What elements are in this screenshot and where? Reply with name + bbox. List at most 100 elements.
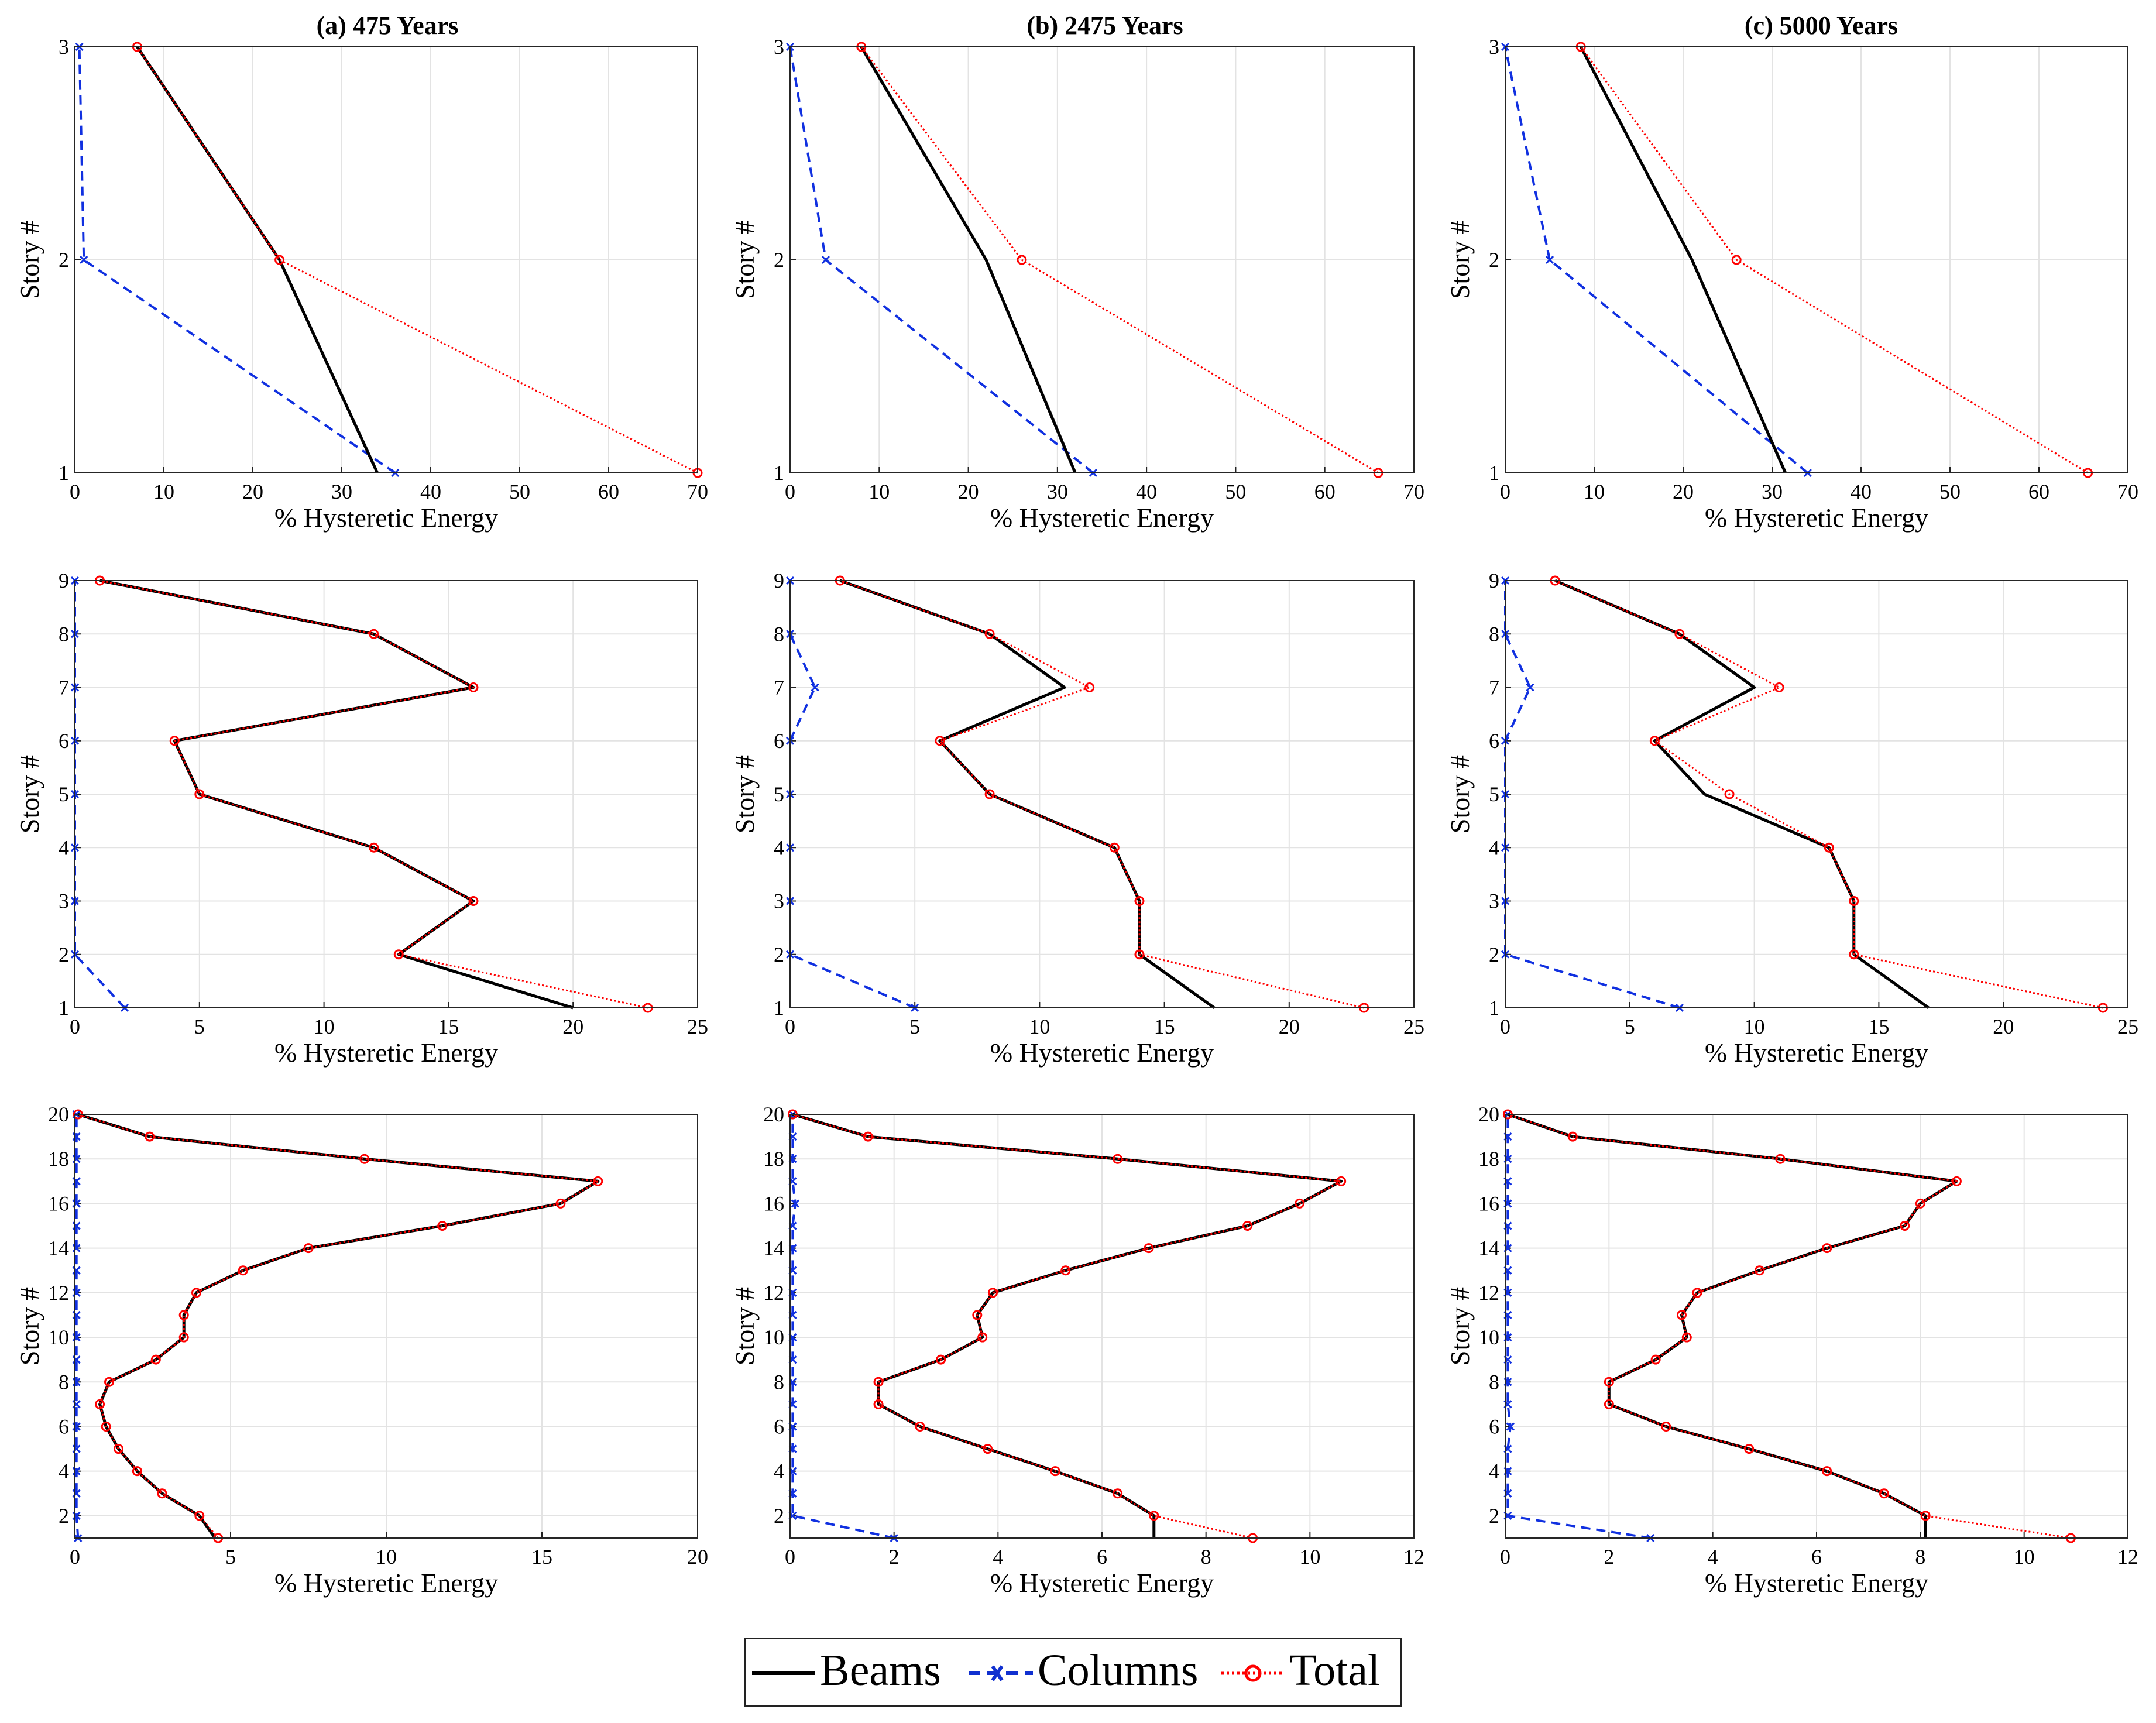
legend-label-total: Total — [1289, 1646, 1380, 1695]
series-total-point — [178, 1332, 189, 1343]
series-total-point — [1676, 1310, 1687, 1320]
y-tick-label: 9 — [59, 569, 69, 592]
series-total-point — [194, 789, 205, 799]
series-beams-line — [99, 579, 574, 1010]
series-total-point — [1134, 949, 1145, 960]
y-tick-label: 7 — [59, 676, 69, 699]
x-tick-label: 12 — [1403, 1545, 1424, 1568]
x-tick-label: 0 — [1500, 480, 1510, 503]
y-tick-label: 8 — [774, 1370, 784, 1393]
panel-6: 0 5 10 15 20 25 1 2 3 4 5 6 7 8 9 % Hysteretic Energy St… — [1445, 569, 2138, 1068]
y-axis-label: Story # — [15, 755, 44, 833]
y-tick-label: 4 — [1489, 1460, 1499, 1483]
series-total-point — [555, 1198, 566, 1209]
y-tick-label: 5 — [1489, 782, 1499, 806]
series-columns-line — [75, 1114, 80, 1539]
series-total-point — [132, 1466, 142, 1477]
series-total-point — [1242, 1221, 1253, 1231]
column-title-b: (b) 2475 Years — [1026, 11, 1183, 40]
column-title-a: (a) 475 Years — [317, 11, 459, 40]
series-total-point — [369, 842, 379, 853]
series-columns-point — [72, 1221, 81, 1230]
series-total-line — [860, 46, 1379, 474]
series-total-point — [593, 1176, 603, 1186]
x-tick-label: 0 — [70, 1015, 80, 1038]
series-total-point — [1649, 736, 1660, 746]
series-columns-point — [72, 1355, 81, 1364]
y-tick-label: 1 — [1489, 461, 1499, 485]
x-tick-label: 10 — [314, 1015, 335, 1038]
x-axis-label: % Hysteretic Energy — [990, 503, 1214, 533]
series-total-point — [1915, 1198, 1925, 1209]
series-columns-point — [1526, 683, 1534, 692]
series-total-point — [1681, 1332, 1692, 1343]
x-tick-label: 5 — [1625, 1015, 1635, 1038]
y-tick-label: 5 — [774, 782, 784, 806]
series-total-point — [1849, 896, 1859, 906]
series-columns-point — [1506, 1422, 1515, 1431]
y-tick-label: 6 — [1489, 1415, 1499, 1438]
x-tick-label: 0 — [70, 480, 80, 503]
y-tick-label: 3 — [1489, 35, 1499, 59]
axes-box — [74, 46, 698, 473]
x-tick-label: 10 — [1029, 1015, 1050, 1038]
x-axis-label: % Hysteretic Energy — [990, 1038, 1214, 1068]
series-total-point — [1567, 1131, 1578, 1142]
series-total-point — [437, 1221, 448, 1231]
series-columns-point — [72, 1244, 81, 1252]
series-total-point — [150, 1354, 161, 1365]
x-tick-label: 20 — [687, 1545, 708, 1568]
x-tick-label: 25 — [2117, 1015, 2138, 1038]
x-axis-label: % Hysteretic Energy — [990, 1568, 1214, 1598]
series-columns-point — [72, 1444, 81, 1453]
series-total-line — [1507, 1113, 2071, 1539]
x-tick-label: 2 — [1604, 1545, 1614, 1568]
series-total-point — [104, 1377, 115, 1387]
y-tick-label: 10 — [1478, 1326, 1499, 1349]
y-tick-label: 18 — [1478, 1147, 1499, 1171]
series-beams-line — [839, 579, 1216, 1010]
y-tick-label: 20 — [763, 1103, 784, 1126]
series-total-point — [1692, 1288, 1702, 1298]
x-tick-label: 0 — [70, 1545, 80, 1568]
x-tick-label: 15 — [1868, 1015, 1889, 1038]
y-tick-label: 6 — [59, 729, 69, 753]
y-tick-label: 12 — [1478, 1281, 1499, 1305]
x-tick-label: 0 — [1500, 1015, 1510, 1038]
series-total-point — [873, 1377, 884, 1387]
series-beams-line — [1554, 579, 1930, 1010]
y-tick-label: 2 — [59, 943, 69, 966]
series-total-line — [136, 46, 698, 474]
y-tick-label: 14 — [1478, 1237, 1499, 1260]
x-tick-label: 20 — [242, 480, 263, 503]
x-tick-label: 5 — [225, 1545, 236, 1568]
y-tick-label: 3 — [59, 35, 69, 59]
x-tick-label: 15 — [438, 1015, 459, 1038]
series-total-point — [1650, 1354, 1661, 1365]
x-tick-label: 0 — [785, 1545, 795, 1568]
x-tick-label: 12 — [2117, 1545, 2138, 1568]
legend-item-total: Total — [1221, 1646, 1380, 1695]
x-tick-label: 50 — [1225, 480, 1246, 503]
y-tick-label: 2 — [59, 1504, 69, 1528]
series-total-point — [1849, 949, 1859, 960]
series-total-point — [1060, 1265, 1071, 1276]
legend-marker-columns — [991, 1665, 1004, 1681]
column-title-c: (c) 5000 Years — [1745, 11, 1898, 40]
x-axis-label: % Hysteretic Energy — [1705, 1038, 1928, 1068]
series-total-point — [359, 1154, 370, 1164]
panel-5: 0 5 10 15 20 25 1 2 3 4 5 6 7 8 9 % Hysteretic Energy St… — [730, 569, 1424, 1068]
series-total-point — [1920, 1511, 1931, 1521]
series-total-point — [863, 1131, 873, 1142]
y-tick-label: 4 — [774, 1460, 784, 1483]
y-tick-label: 3 — [1489, 890, 1499, 913]
series-columns-point — [72, 1489, 81, 1498]
x-tick-label: 10 — [868, 480, 890, 503]
series-total-point — [972, 1310, 983, 1320]
y-tick-label: 2 — [1489, 248, 1499, 272]
y-tick-label: 1 — [59, 996, 69, 1020]
y-tick-label: 10 — [763, 1326, 784, 1349]
series-total-point — [468, 682, 479, 692]
series-columns-point — [821, 255, 830, 265]
